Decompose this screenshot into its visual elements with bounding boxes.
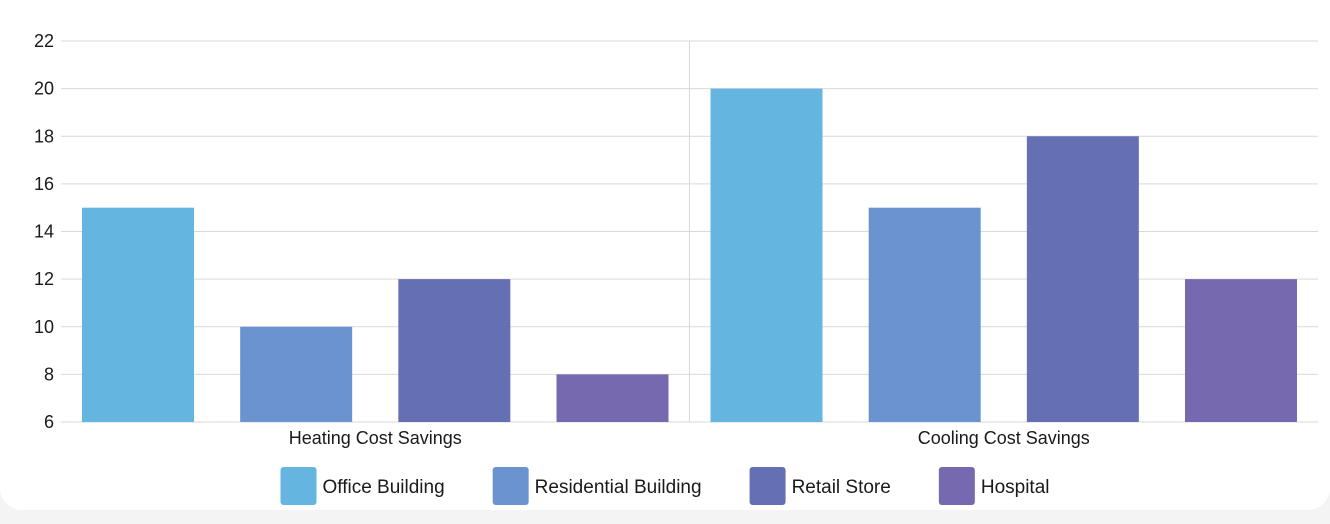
bar <box>1026 136 1139 422</box>
bar <box>398 279 511 422</box>
legend-swatch <box>280 467 317 505</box>
legend-label: Office Building <box>323 477 445 498</box>
bar <box>868 207 981 422</box>
y-tick-label: 18 <box>34 126 54 146</box>
x-axis: Heating Cost Savings Cooling Cost Savings <box>289 428 1090 448</box>
bars <box>82 88 1297 422</box>
x-category-label: Cooling Cost Savings <box>918 428 1090 448</box>
x-category-label: Heating Cost Savings <box>289 428 462 448</box>
y-tick-label: 6 <box>44 412 54 432</box>
bar-chart: 6 8 10 12 14 16 18 20 22 Heating Cost Savings Coo… <box>34 31 1318 505</box>
legend-swatch <box>749 467 786 505</box>
bar <box>82 207 194 422</box>
legend-label: Residential Building <box>535 477 702 498</box>
legend-swatch <box>492 467 529 505</box>
y-tick-label: 8 <box>44 364 54 384</box>
y-tick-label: 22 <box>34 31 54 51</box>
y-tick-label: 16 <box>34 174 54 194</box>
y-tick-label: 14 <box>34 222 54 242</box>
y-tick-label: 20 <box>34 79 54 99</box>
bar <box>556 374 669 422</box>
bar <box>1185 279 1297 422</box>
legend-label: Hospital <box>981 477 1050 498</box>
chart-card: 6 8 10 12 14 16 18 20 22 Heating Cost Savings Coo… <box>0 0 1330 510</box>
y-tick-label: 10 <box>34 317 54 337</box>
y-tick-label: 12 <box>34 269 54 289</box>
y-axis: 6 8 10 12 14 16 18 20 22 <box>34 31 54 432</box>
legend: Office Building Residential Building Retai… <box>280 467 1050 505</box>
bar <box>710 88 823 422</box>
bar <box>240 326 353 422</box>
legend-label: Retail Store <box>792 477 891 498</box>
legend-swatch <box>938 467 975 505</box>
